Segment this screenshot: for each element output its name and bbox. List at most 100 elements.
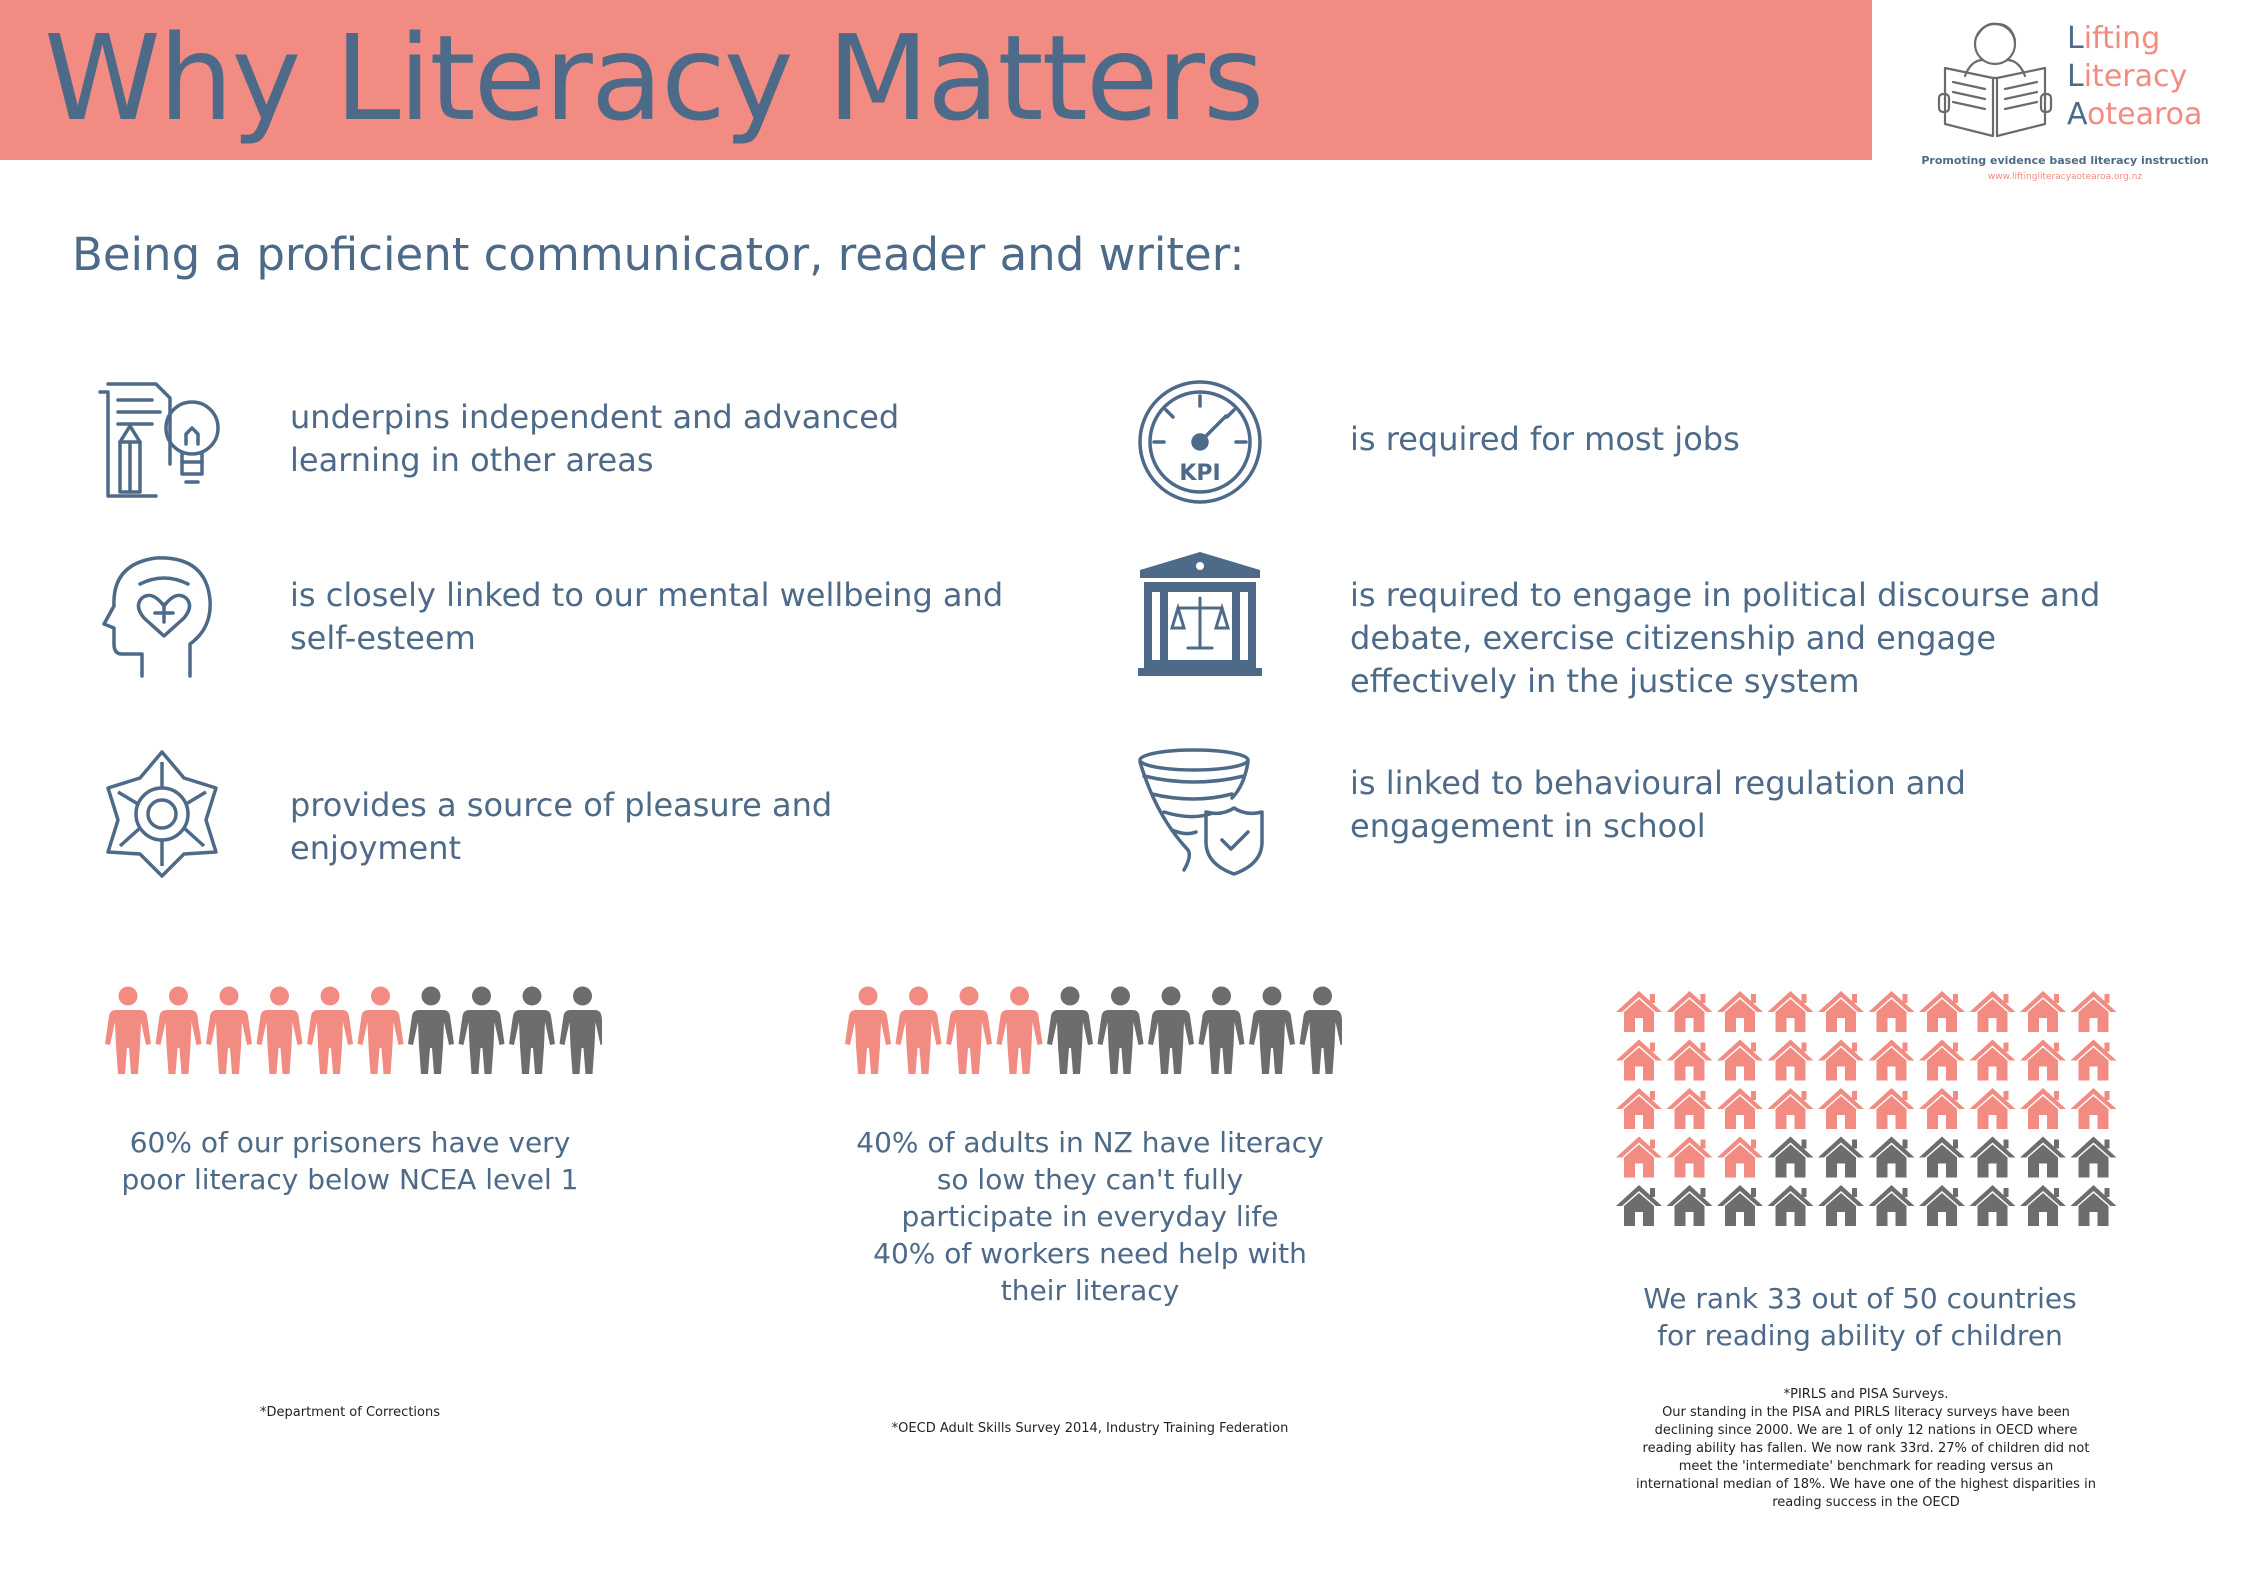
house-icon-6 <box>1868 991 1915 1032</box>
flower-icon <box>106 750 218 878</box>
person-figure-1 <box>105 986 151 1074</box>
house-icon-4 <box>1767 991 1814 1032</box>
document-lightbulb-icon <box>98 382 220 498</box>
prisoners-source: *Department of Corrections <box>260 1405 440 1420</box>
person-figure-10 <box>1299 986 1342 1074</box>
benefit-text-pleasure: provides a source of pleasure and enjoym… <box>290 786 833 867</box>
house-icon-7 <box>1919 991 1965 1032</box>
house-icon-1 <box>1616 991 1662 1032</box>
person-figure-8 <box>1198 986 1245 1074</box>
house-icon-40 <box>2070 1136 2117 1178</box>
intro-heading: Being a proficient communicator, reader … <box>72 228 1245 281</box>
prisoners-figure-chart <box>105 986 602 1074</box>
logo: Lifting Literacy Aotearoa Promoting evid… <box>1905 10 2225 190</box>
house-icon-43 <box>1717 1185 1763 1226</box>
house-icon-27 <box>1919 1088 1965 1129</box>
house-icon-3 <box>1717 991 1763 1032</box>
house-icon-13 <box>1717 1039 1763 1081</box>
person-figure-1 <box>845 986 891 1074</box>
house-icon-23 <box>1717 1088 1763 1129</box>
house-icon-15 <box>1818 1039 1864 1081</box>
ranking-house-chart <box>1616 991 2117 1226</box>
benefit-text-jobs: is required for most jobs <box>1350 420 1740 458</box>
benefit-text-wellbeing: is closely linked to our mental wellbein… <box>290 576 1004 657</box>
house-icon-8 <box>1969 991 2016 1032</box>
house-icon-36 <box>1868 1136 1915 1178</box>
head-heart-icon <box>102 556 212 678</box>
person-figure-2 <box>155 986 202 1074</box>
title-banner <box>0 0 1872 160</box>
logo-wordmark: Lifting Literacy Aotearoa <box>2067 21 2203 132</box>
logo-url: www.liftingliteracyaotearoa.org.nz <box>1987 172 2143 182</box>
benefit-text-behaviour: is linked to behavioural regulation and … <box>1350 764 1966 845</box>
house-icon-29 <box>2020 1088 2066 1129</box>
adults-stat-text: 40% of adults in NZ have literacy so low… <box>856 1126 1324 1307</box>
house-icon-46 <box>1868 1185 1915 1226</box>
adults-figure-chart <box>845 986 1342 1074</box>
adults-source: *OECD Adult Skills Survey 2014, Industry… <box>891 1421 1289 1436</box>
house-icon-28 <box>1969 1088 2016 1129</box>
ranking-stat-text: We rank 33 out of 50 countries for readi… <box>1643 1282 2077 1352</box>
house-icon-47 <box>1919 1185 1965 1226</box>
person-figure-6 <box>357 986 404 1074</box>
house-icon-19 <box>2020 1039 2066 1081</box>
house-icon-45 <box>1818 1185 1864 1226</box>
house-icon-34 <box>1767 1136 1814 1178</box>
person-figure-4 <box>996 986 1043 1074</box>
house-icon-32 <box>1666 1136 1713 1178</box>
person-figure-8 <box>458 986 505 1074</box>
reader-logo-icon <box>1937 22 2053 138</box>
house-icon-30 <box>2070 1088 2117 1129</box>
house-icon-25 <box>1818 1088 1864 1129</box>
house-icon-39 <box>2020 1136 2066 1178</box>
ranking-source: *PIRLS and PISA Surveys. Our standing in… <box>1636 1387 2096 1510</box>
tornado-shield-icon <box>1138 748 1264 876</box>
person-figure-10 <box>559 986 602 1074</box>
house-icon-9 <box>2020 991 2066 1032</box>
house-icon-42 <box>1666 1185 1713 1226</box>
house-icon-11 <box>1616 1039 1662 1081</box>
house-icon-20 <box>2070 1039 2117 1081</box>
house-icon-37 <box>1919 1136 1965 1178</box>
house-icon-38 <box>1969 1136 2016 1178</box>
person-figure-5 <box>307 986 353 1074</box>
house-icon-41 <box>1616 1185 1662 1226</box>
person-figure-9 <box>509 986 555 1074</box>
house-icon-48 <box>1969 1185 2016 1226</box>
house-icon-16 <box>1868 1039 1915 1081</box>
house-icon-22 <box>1666 1088 1713 1129</box>
page-title: Why Literacy Matters <box>44 9 1264 147</box>
person-figure-3 <box>946 986 992 1074</box>
courthouse-scales-icon <box>1138 552 1262 676</box>
person-figure-4 <box>256 986 303 1074</box>
person-figure-7 <box>408 986 454 1074</box>
benefit-text-citizenship: is required to engage in political disco… <box>1350 576 2101 700</box>
person-figure-6 <box>1097 986 1144 1074</box>
house-icon-24 <box>1767 1088 1814 1129</box>
house-icon-35 <box>1818 1136 1864 1178</box>
prisoners-stat-text: 60% of our prisoners have very poor lite… <box>121 1126 579 1196</box>
svg-text:KPI: KPI <box>1179 461 1220 486</box>
house-icon-18 <box>1969 1039 2016 1081</box>
house-icon-14 <box>1767 1039 1814 1081</box>
house-icon-26 <box>1868 1088 1915 1129</box>
house-icon-44 <box>1767 1185 1814 1226</box>
house-icon-49 <box>2020 1185 2066 1226</box>
house-icon-21 <box>1616 1088 1662 1129</box>
benefit-text-learning: underpins independent and advanced learn… <box>290 398 900 479</box>
house-icon-31 <box>1616 1136 1662 1178</box>
house-icon-5 <box>1818 991 1864 1032</box>
house-icon-33 <box>1717 1136 1763 1178</box>
person-figure-9 <box>1249 986 1295 1074</box>
logo-tagline: Promoting evidence based literacy instru… <box>1921 154 2209 167</box>
person-figure-5 <box>1047 986 1093 1074</box>
house-icon-50 <box>2070 1185 2117 1226</box>
house-icon-10 <box>2070 991 2117 1032</box>
house-icon-12 <box>1666 1039 1713 1081</box>
person-figure-2 <box>895 986 942 1074</box>
house-icon-17 <box>1919 1039 1965 1081</box>
kpi-gauge-icon: KPI <box>1138 380 1262 504</box>
house-icon-2 <box>1666 991 1713 1032</box>
person-figure-7 <box>1148 986 1194 1074</box>
person-figure-3 <box>206 986 252 1074</box>
